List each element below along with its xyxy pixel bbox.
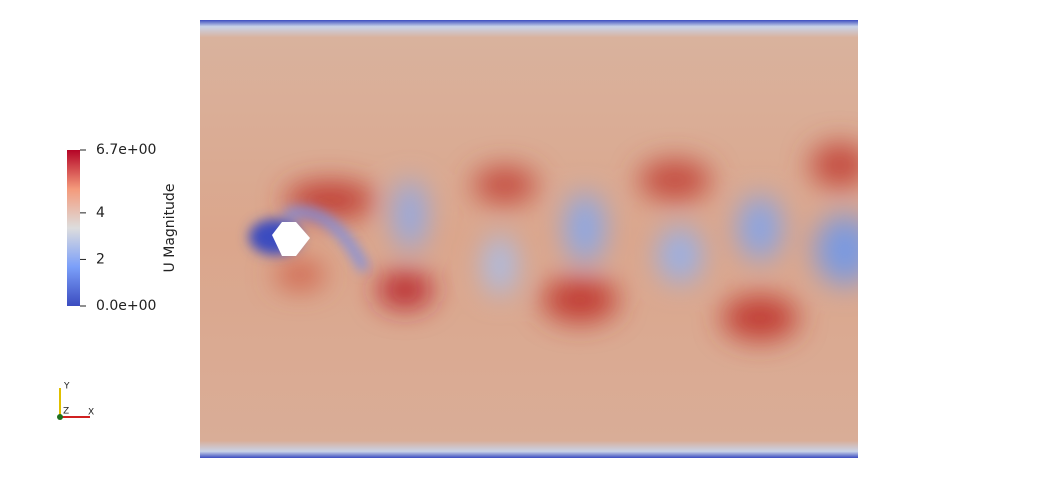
cylinder [272,222,310,256]
colorbar-title: U Magnitude [162,184,178,273]
flow-field [200,20,858,458]
tick-label: 6.7e+00 [96,142,156,158]
tick-label: 2 [96,251,105,267]
tick-label: 4 [96,205,105,221]
tick-label: 0.0e+00 [96,298,156,314]
axes-triad: Y Z X [57,382,94,420]
axis-label: X [88,408,94,418]
colorbar [67,150,80,306]
axis-label: Z [63,407,69,417]
axis-label: Y [63,382,70,392]
